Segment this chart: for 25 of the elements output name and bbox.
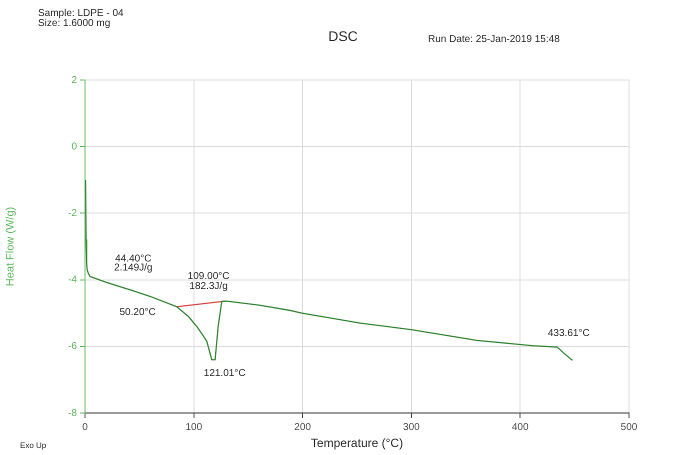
y-tick-label: -4 [68, 274, 78, 286]
y-tick-label: -6 [68, 341, 78, 352]
x-tick-label: 300 [403, 422, 420, 433]
annotation: 109.00°C [188, 271, 230, 282]
y-tick-label: -2 [68, 208, 78, 219]
x-tick-label: 400 [512, 422, 529, 433]
text: Run Date: 25-Jan-2019 15:48 [428, 34, 560, 46]
text: Size: 1.6000 mg [38, 18, 110, 30]
x-axis-title: Temperature (°C) [310, 436, 404, 450]
y-tick-label: -8 [68, 408, 78, 419]
x-tick-label: 200 [294, 422, 312, 433]
y-tick-label: 0 [71, 141, 78, 152]
annotation: 2.149J/g [114, 262, 152, 274]
annotation: 433.61°C [548, 328, 590, 339]
x-tick-label: 500 [620, 422, 638, 433]
text: Exo Up [20, 440, 46, 452]
x-tick-label: 100 [185, 422, 203, 433]
y-axis-title: Heat Flow (W/g) [4, 206, 17, 286]
y-tick-label: 2 [71, 74, 78, 86]
annotation: 121.01°C [204, 368, 246, 379]
x-tick-label: 0 [82, 422, 88, 433]
annotation: 182.3J/g [189, 281, 228, 292]
annotation: 50.20°C [119, 306, 156, 318]
chart-title: DSC [328, 28, 358, 44]
text: Sample: LDPE - 04 [38, 8, 124, 19]
